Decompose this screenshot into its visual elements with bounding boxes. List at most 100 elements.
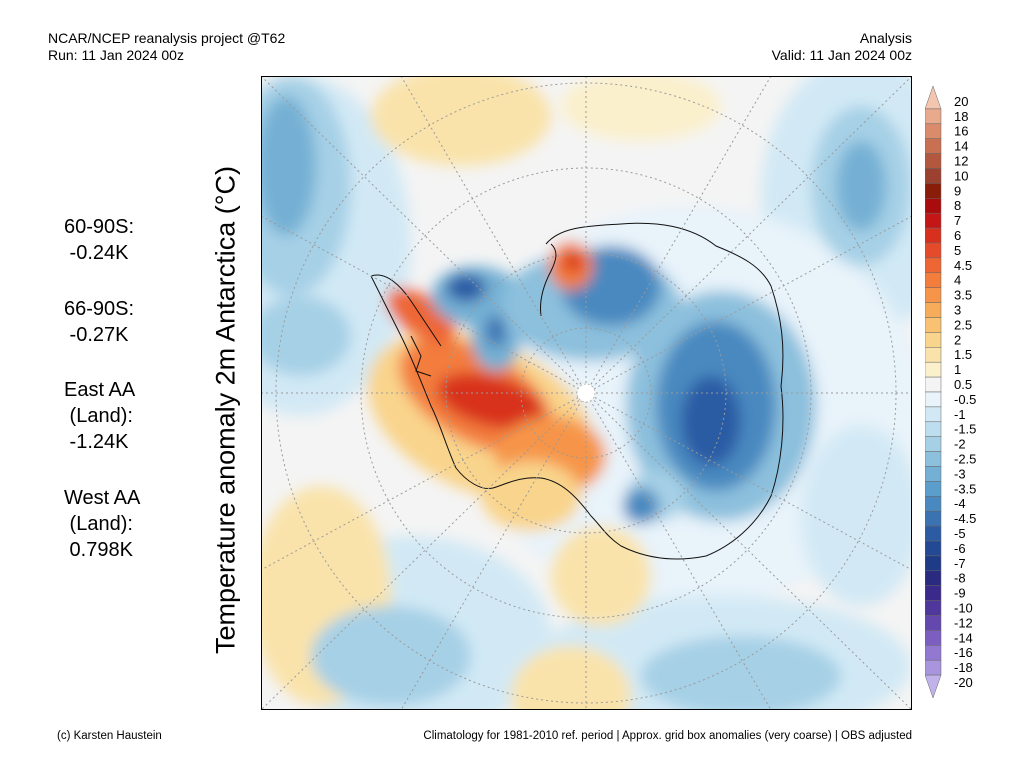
stat-label: East AA	[64, 379, 136, 401]
colorbar-box	[925, 496, 942, 512]
colorbar-box	[925, 272, 942, 288]
stat-east-aa: East AA (Land): -1.24K	[64, 377, 135, 455]
colorbar-tick-label: 7	[954, 213, 961, 228]
stat-value: -0.24K	[64, 242, 129, 264]
colorbar-tick-label: -8	[954, 571, 966, 586]
header-run: Run: 11 Jan 2024 00z	[48, 47, 184, 63]
header-valid: Valid: 11 Jan 2024 00z	[771, 47, 912, 63]
colorbar-box	[925, 645, 942, 661]
colorbar-tick-label: 2.5	[954, 317, 972, 332]
colorbar-tick-label: -1.5	[954, 422, 976, 437]
colorbar-box	[925, 123, 942, 139]
stat-label: 66-90S:	[64, 298, 135, 320]
colorbar-box	[925, 481, 942, 497]
colorbar-box	[925, 168, 942, 184]
colorbar-box	[925, 436, 942, 452]
colorbar-box	[925, 361, 942, 378]
colorbar-labels: 201816141210987654.543.532.521.510.5-0.5…	[954, 94, 976, 690]
stat-label: 60-90S:	[64, 216, 135, 238]
colorbar-tick-label: -1	[954, 407, 966, 422]
colorbar-tick-label: -16	[954, 645, 973, 660]
colorbar-tick-label: -9	[954, 586, 966, 601]
colorbar-box	[925, 585, 942, 601]
colorbar-tick-label: 3	[954, 302, 961, 317]
colorbar-box	[925, 659, 942, 676]
colorbar-tick-label: -6	[954, 541, 966, 556]
colorbar-tick-label: -12	[954, 615, 973, 630]
colorbar-tick-label: -18	[954, 660, 973, 675]
colorbar-box	[925, 212, 942, 229]
colorbar-tick-label: -0.5	[954, 392, 976, 407]
colorbar-tick-label: 4	[954, 273, 961, 288]
colorbar-tick-label: -2	[954, 437, 966, 452]
colorbar-tick-label: -2.5	[954, 451, 976, 466]
pole-marker	[576, 383, 596, 403]
colorbar-tick-label: 0.5	[954, 377, 972, 392]
colorbar-box	[925, 302, 942, 318]
stat-66-90s: 66-90S: -0.27K	[64, 296, 134, 348]
colorbar-box	[925, 332, 942, 348]
colorbar-box	[925, 555, 942, 572]
colorbar-tick-label: 8	[954, 198, 961, 213]
colorbar-box	[925, 227, 942, 244]
colorbar-box	[925, 317, 942, 333]
colorbar-tick-label: -3	[954, 466, 966, 481]
header-title: NCAR/NCEP reanalysis project @T62	[48, 30, 286, 46]
header-left: NCAR/NCEP reanalysis project @T62 Run: 1…	[48, 30, 285, 64]
colorbar-tick-label: 6	[954, 228, 961, 243]
stat-sublabel: (Land):	[64, 405, 133, 427]
colorbar-box	[925, 600, 942, 616]
colorbar: 201816141210987654.543.532.521.510.5-0.5…	[925, 85, 976, 699]
colorbar-box	[925, 570, 942, 586]
colorbar-box	[925, 287, 942, 303]
colorbar-box	[925, 391, 942, 408]
colorbar-tick-label: 1	[954, 362, 961, 377]
colorbar-box	[925, 674, 942, 699]
colorbar-box	[925, 510, 942, 527]
stat-sublabel: (Land):	[64, 513, 133, 535]
colorbar-tick-label: 3.5	[954, 288, 972, 303]
stat-value: -0.27K	[64, 324, 129, 346]
colorbar-box	[925, 525, 942, 542]
colorbar-box	[925, 630, 942, 646]
colorbar-tick-label: 9	[954, 183, 961, 198]
stat-60-90s: 60-90S: -0.24K	[64, 214, 134, 266]
footer-note: Climatology for 1981-2010 ref. period | …	[423, 730, 912, 742]
stat-value: 0.798K	[64, 539, 133, 561]
colorbar-box	[925, 257, 942, 274]
coastline	[370, 222, 784, 560]
colorbar-tick-label: -7	[954, 556, 966, 571]
colorbar-tick-label: 18	[954, 109, 968, 124]
map-frame	[261, 76, 912, 710]
colorbar-tick-label: -3.5	[954, 481, 976, 496]
stat-west-aa: West AA (Land): 0.798K	[64, 485, 140, 563]
y-axis-label: Temperature anomaly 2m Antarctica (°C)	[210, 166, 241, 654]
colorbar-box	[925, 421, 942, 437]
stat-value: -1.24K	[64, 431, 129, 453]
colorbar-box	[925, 451, 942, 467]
header-right: Analysis Valid: 11 Jan 2024 00z	[772, 30, 912, 64]
colorbar-tick-label: -20	[954, 675, 973, 690]
colorbar-box	[925, 540, 942, 557]
colorbar-box	[925, 242, 942, 259]
colorbar-boxes	[925, 85, 942, 699]
colorbar-tick-label: 2	[954, 332, 961, 347]
colorbar-tick-label: 12	[954, 153, 968, 168]
colorbar-box	[925, 406, 942, 423]
colorbar-box	[925, 198, 942, 214]
colorbar-tick-label: 1.5	[954, 347, 972, 362]
header-analysis: Analysis	[859, 30, 912, 46]
colorbar-tick-label: -10	[954, 600, 973, 615]
colorbar-tick-label: -4.5	[954, 511, 976, 526]
colorbar-tick-label: 4.5	[954, 258, 972, 273]
colorbar-tick-label: 20	[954, 94, 968, 109]
colorbar-box	[925, 153, 942, 169]
anomaly-field	[261, 76, 912, 710]
colorbar-tick-label: 5	[954, 243, 961, 258]
colorbar-tick-label: -4	[954, 496, 966, 511]
colorbar-tick-label: -5	[954, 526, 966, 541]
colorbar-box	[925, 85, 942, 110]
colorbar-box	[925, 183, 942, 199]
stat-label: West AA	[64, 487, 141, 509]
colorbar-box	[925, 108, 942, 125]
